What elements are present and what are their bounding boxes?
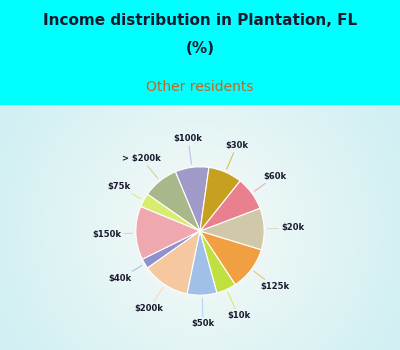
Wedge shape	[200, 167, 240, 231]
Text: $75k: $75k	[107, 182, 141, 199]
Wedge shape	[200, 181, 260, 231]
Text: $30k: $30k	[225, 141, 248, 169]
Text: $150k: $150k	[92, 230, 133, 239]
Wedge shape	[142, 231, 200, 268]
Wedge shape	[148, 172, 200, 231]
Text: $50k: $50k	[192, 298, 215, 329]
Wedge shape	[136, 206, 200, 259]
Wedge shape	[187, 231, 217, 295]
Wedge shape	[175, 167, 209, 231]
Text: $200k: $200k	[135, 287, 164, 313]
Text: $125k: $125k	[254, 271, 289, 291]
Wedge shape	[200, 231, 261, 285]
Text: $60k: $60k	[254, 172, 287, 191]
Text: (%): (%)	[186, 41, 214, 56]
Text: $100k: $100k	[174, 134, 203, 164]
Text: > $200k: > $200k	[122, 154, 161, 178]
Text: $40k: $40k	[108, 265, 142, 283]
Wedge shape	[141, 194, 200, 231]
Wedge shape	[148, 231, 200, 294]
Text: $20k: $20k	[267, 223, 304, 232]
Text: $10k: $10k	[227, 292, 250, 320]
Wedge shape	[200, 208, 264, 250]
Text: Other residents: Other residents	[146, 80, 254, 94]
Wedge shape	[200, 231, 235, 293]
Text: Income distribution in Plantation, FL: Income distribution in Plantation, FL	[43, 13, 357, 28]
